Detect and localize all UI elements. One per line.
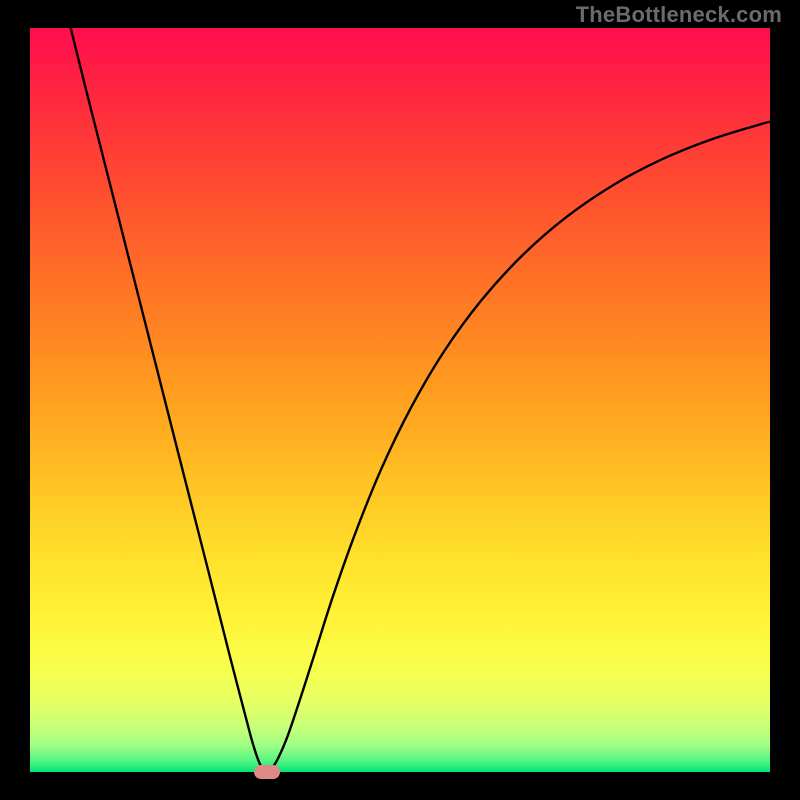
- watermark-text: TheBottleneck.com: [576, 2, 782, 28]
- curve-right-branch: [267, 122, 770, 772]
- chart-stage: TheBottleneck.com: [0, 0, 800, 800]
- plot-area: [30, 28, 770, 772]
- curve-left-branch: [71, 28, 267, 772]
- curve-layer: [30, 28, 770, 772]
- min-marker: [254, 765, 280, 779]
